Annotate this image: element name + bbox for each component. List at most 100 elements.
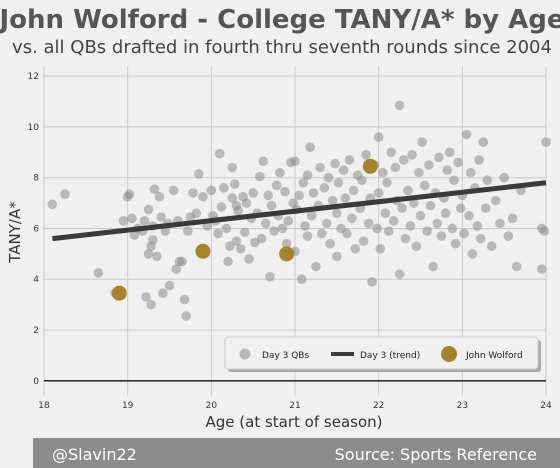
data-point [213, 228, 223, 239]
data-point [118, 216, 129, 226]
data-point [248, 188, 258, 198]
data-point [425, 200, 436, 211]
data-point [475, 233, 486, 244]
data-point [472, 221, 483, 231]
data-point [373, 132, 384, 142]
data-point [367, 276, 377, 287]
data-point [414, 167, 424, 178]
chart-title: John Wolford - College TANY/A* by Age [0, 5, 560, 35]
data-point [216, 202, 227, 212]
x-axis-label: Age (at start of season) [206, 413, 383, 431]
y-tick-label: 0 [33, 377, 39, 387]
data-point [461, 129, 472, 140]
legend-label-john-wolford: John Wolford [465, 351, 523, 361]
data-point [390, 162, 401, 173]
data-point [193, 169, 204, 179]
data-point [154, 191, 165, 202]
data-point [444, 147, 455, 158]
data-point [280, 186, 290, 197]
data-point [191, 208, 202, 219]
x-tick-label: 24 [540, 401, 552, 411]
legend-marker-john-wolford [441, 346, 457, 362]
data-point [453, 157, 463, 168]
data-point [459, 228, 469, 239]
data-point [235, 243, 246, 254]
legend-label-day3-qbs: Day 3 QBs [262, 351, 309, 361]
data-point [478, 137, 489, 147]
data-point [340, 193, 351, 203]
data-point [223, 256, 233, 267]
data-point [143, 249, 154, 259]
data-point [394, 100, 405, 111]
data-point [449, 175, 459, 186]
legend-box [224, 336, 539, 370]
data-point [296, 274, 307, 285]
data-point [219, 183, 229, 193]
data-point [124, 189, 135, 199]
data-point [308, 188, 319, 198]
data-point [332, 251, 342, 262]
data-point [541, 137, 551, 147]
data-point [333, 177, 344, 188]
data-point [311, 261, 321, 272]
data-point [503, 231, 514, 241]
data-point [330, 158, 340, 169]
data-point [294, 190, 304, 201]
data-point [158, 288, 168, 298]
data-point [432, 218, 443, 229]
data-point [419, 180, 430, 191]
data-point [415, 210, 426, 221]
data-point [269, 226, 279, 236]
data-point [321, 218, 332, 229]
data-point [300, 221, 310, 231]
data-point [495, 218, 505, 229]
data-point [319, 183, 330, 193]
data-point [394, 269, 405, 279]
y-tick-label: 2 [33, 326, 39, 336]
data-point [332, 208, 342, 219]
y-tick-label: 6 [33, 224, 39, 234]
data-point [499, 172, 509, 183]
data-point [363, 218, 374, 229]
data-point [168, 185, 179, 196]
data-point [447, 223, 458, 234]
data-point [302, 231, 313, 241]
data-point [229, 179, 240, 189]
data-point [260, 218, 271, 229]
x-tick-label: 18 [38, 401, 50, 411]
data-point [398, 155, 409, 165]
data-point [177, 256, 187, 267]
data-point [263, 190, 274, 201]
data-point [152, 251, 162, 262]
data-point [386, 147, 397, 158]
data-point [347, 213, 357, 224]
highlight-points [111, 158, 378, 301]
data-point [407, 150, 417, 160]
data-point [338, 165, 349, 175]
data-point [373, 188, 384, 198]
data-point [224, 241, 235, 252]
data-point [450, 238, 461, 249]
data-point [241, 198, 252, 208]
data-point [256, 233, 267, 244]
data-point [275, 167, 285, 178]
data-point [183, 226, 193, 236]
data-point [403, 185, 413, 196]
data-point [325, 238, 335, 249]
data-point [323, 172, 334, 183]
data-point [440, 208, 451, 219]
data-point [486, 241, 497, 252]
data-point [188, 188, 198, 198]
data-point [539, 226, 550, 236]
data-point [277, 223, 288, 234]
data-point [255, 171, 265, 182]
data-point [198, 191, 208, 202]
data-point [434, 152, 444, 163]
data-point [383, 226, 394, 236]
data-point [181, 311, 192, 321]
y-tick-labels: 0 2 4 6 8 10 12 [28, 72, 40, 387]
data-point [141, 292, 151, 302]
data-point [409, 198, 419, 208]
data-point [283, 216, 294, 226]
data-point [361, 150, 371, 160]
